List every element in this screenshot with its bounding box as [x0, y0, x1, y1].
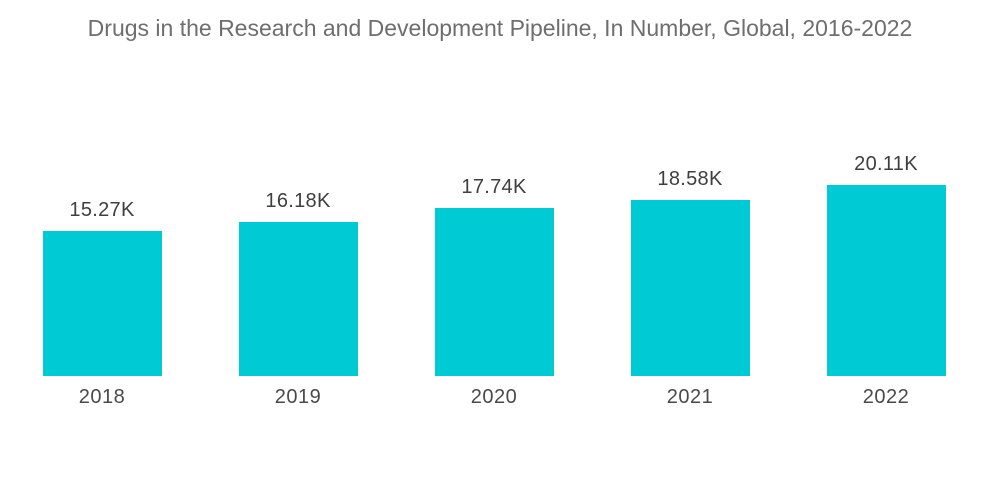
bar-value-label: 18.58K — [657, 168, 723, 190]
year-label: 2020 — [470, 386, 518, 408]
bar-2019 — [238, 222, 358, 376]
year-label: 2021 — [666, 386, 714, 408]
bar-2018 — [42, 231, 162, 376]
chart-title: Drugs in the Research and Development Pi… — [87, 15, 913, 41]
year-label: 2022 — [862, 386, 910, 408]
bar-column-2021: 18.58K 2021 — [592, 0, 788, 410]
bar-column-2019: 16.18K 2019 — [200, 0, 396, 410]
bar-value-label: 17.74K — [461, 176, 527, 198]
bar-column-2018: 15.27K 2018 — [4, 0, 200, 410]
bar-2021 — [630, 200, 750, 376]
bar-value-label: 15.27K — [69, 199, 135, 221]
bar-value-label: 16.18K — [265, 190, 331, 212]
bar-2022 — [826, 185, 946, 376]
year-label: 2018 — [78, 386, 126, 408]
bar-value-label: 20.11K — [854, 153, 918, 175]
bar-chart: 15.27K 2018 16.18K 2019 17.74K 2020 18.58K 2021… — [4, 0, 996, 410]
year-label: 2019 — [274, 386, 322, 408]
bar-column-2020: 17.74K 2020 — [396, 0, 592, 410]
bar-column-2022: 20.11K 2022 — [788, 0, 984, 410]
bar-2020 — [434, 208, 554, 376]
